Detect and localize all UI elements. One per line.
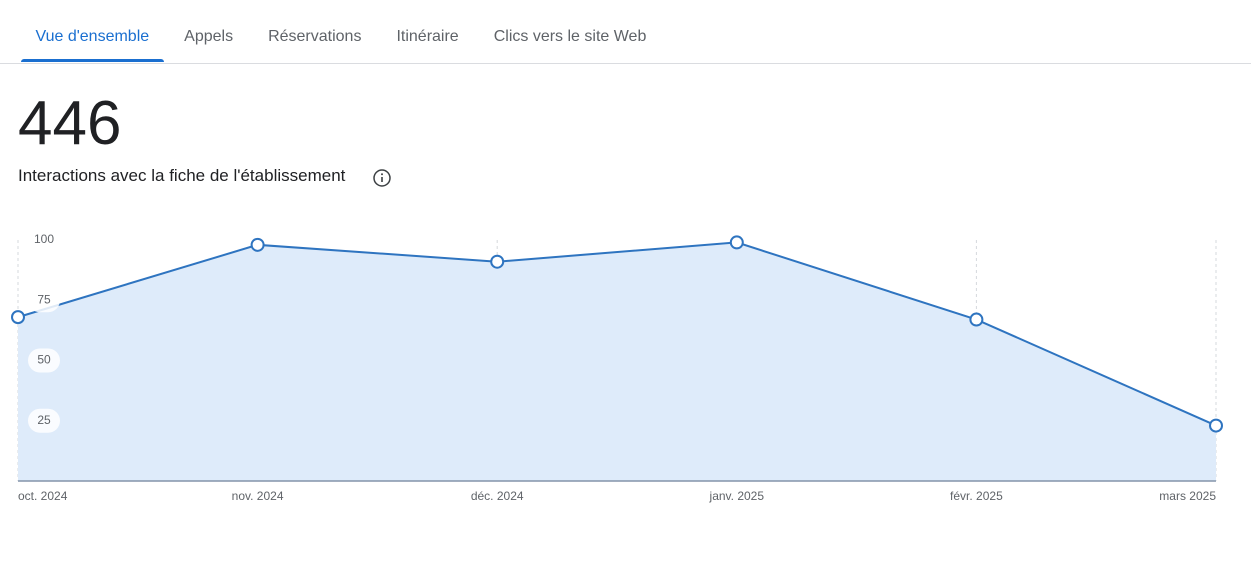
tab[interactable]: Vue d'ensemble: [18, 0, 167, 63]
y-tick-label-bg: [28, 348, 60, 373]
x-tick-label: mars 2025: [1159, 489, 1216, 503]
tab[interactable]: Itinéraire: [396, 28, 459, 45]
y-tick-label-bg: [28, 288, 60, 313]
point: [11, 310, 25, 325]
x-tick-label: déc. 2024: [471, 489, 524, 503]
x-tick-label: nov. 2024: [232, 489, 284, 503]
line: [17, 241, 1217, 427]
tab[interactable]: Réservations: [268, 28, 362, 45]
tab-bar: Vue d'ensemble Appels Réservations Itiné…: [18, 0, 664, 63]
total-label: Interactions avec la fiche de l'établiss…: [18, 166, 346, 185]
area: [18, 242, 1216, 481]
y-tick-label: 100: [34, 232, 54, 246]
x-tick-label: janv. 2025: [709, 489, 765, 503]
y-tick-label-bg: [28, 228, 60, 252]
point: [1209, 418, 1223, 433]
info-icon[interactable]: [373, 169, 391, 187]
y-tick-label-bg: [28, 408, 60, 433]
tab[interactable]: Appels: [184, 28, 234, 45]
divider: [0, 63, 1251, 64]
point: [490, 254, 505, 269]
tab[interactable]: Clics vers le site Web: [493, 28, 647, 45]
total-value: 446: [18, 89, 122, 158]
x-tick-label: févr. 2025: [950, 489, 1003, 503]
x-tick-label: oct. 2024: [18, 489, 68, 503]
chart: 25 50 75 100 oct. 2024 nov. 2024 déc. 2024 janv…: [11, 228, 1223, 503]
y-tick-label: 75: [37, 292, 51, 306]
point: [729, 235, 744, 250]
y-tick-label: 25: [37, 413, 51, 427]
y-tick-label: 50: [37, 353, 51, 367]
point: [969, 312, 984, 327]
point: [250, 237, 265, 252]
